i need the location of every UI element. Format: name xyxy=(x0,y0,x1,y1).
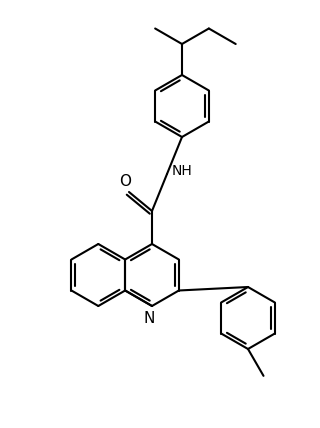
Text: NH: NH xyxy=(172,164,193,178)
Text: O: O xyxy=(119,174,131,189)
Text: N: N xyxy=(143,311,155,326)
